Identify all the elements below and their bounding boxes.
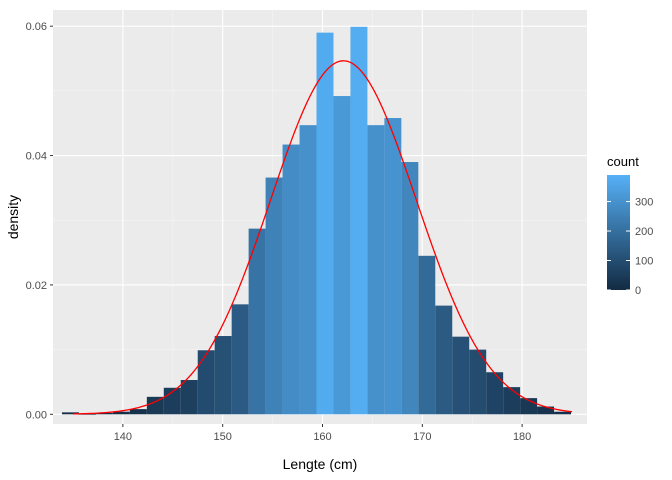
histogram-bar <box>554 411 572 415</box>
histogram-bar <box>503 387 521 415</box>
x-tick-label: 140 <box>114 431 132 443</box>
legend-ticks: 0 100 200 300 <box>607 197 653 297</box>
x-axis-ticks: 140 150 160 170 180 <box>114 424 531 443</box>
histogram-bar <box>486 372 504 415</box>
histogram-bar <box>350 26 368 415</box>
legend-label: 300 <box>635 197 653 209</box>
legend-label: 0 <box>635 285 641 297</box>
legend-label: 200 <box>635 226 653 238</box>
histogram-bar <box>61 412 79 415</box>
histogram-bar <box>248 228 266 415</box>
histogram-bar <box>197 350 215 415</box>
histogram-bar <box>384 118 402 415</box>
histogram-bar <box>537 406 555 415</box>
x-tick-label: 170 <box>413 431 431 443</box>
histogram-bar <box>265 177 283 415</box>
histogram-bar <box>282 144 300 415</box>
histogram-bar <box>112 411 130 415</box>
histogram-bar <box>231 304 249 415</box>
y-axis-title: density <box>5 195 21 239</box>
histogram-bar <box>367 125 385 415</box>
histogram-bar <box>146 396 164 415</box>
legend-colorbar <box>607 175 630 290</box>
histogram-bar <box>316 32 334 415</box>
x-tick-label: 160 <box>313 431 331 443</box>
histogram-bar <box>435 305 453 415</box>
y-tick-label: 0.02 <box>26 280 47 292</box>
histogram-bar <box>401 162 419 415</box>
legend-label: 100 <box>635 256 653 268</box>
histogram-bar <box>214 336 232 415</box>
x-tick-label: 150 <box>214 431 232 443</box>
histogram-bar <box>469 349 487 415</box>
y-tick-label: 0.06 <box>26 21 47 33</box>
y-axis-ticks: 0.00 0.02 0.04 0.06 <box>26 21 53 421</box>
histogram-bar <box>180 380 198 415</box>
histogram-bar <box>95 413 113 415</box>
histogram-bar <box>418 255 436 415</box>
histogram-bar <box>299 125 317 415</box>
legend-title: count <box>607 154 639 169</box>
x-axis-title: Lengte (cm) <box>283 456 358 472</box>
y-tick-label: 0.00 <box>26 409 47 421</box>
histogram-bar <box>129 409 147 415</box>
histogram-bar <box>452 336 470 415</box>
y-tick-label: 0.04 <box>26 151 47 163</box>
histogram-bar <box>333 96 351 415</box>
density-curve <box>72 60 573 415</box>
x-tick-label: 180 <box>513 431 531 443</box>
legend: count 0 100 200 300 <box>607 154 653 297</box>
